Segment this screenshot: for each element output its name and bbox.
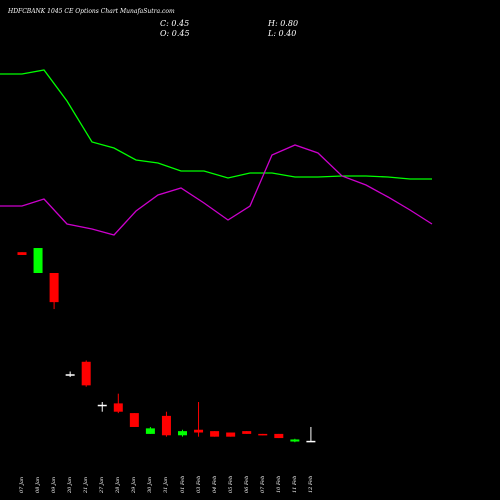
overlay-line-1 (0, 144, 433, 236)
candle-body (113, 403, 123, 412)
overlay-line-0 (0, 69, 432, 180)
x-tick-label: 30 Jan (147, 476, 154, 493)
x-tick-label: 08 Jan (35, 476, 42, 493)
x-tick-label: 31 Jan (163, 476, 170, 493)
candle-body (306, 440, 316, 443)
candle-13 (226, 432, 236, 437)
candle-0 (17, 252, 27, 255)
x-tick-label: 07 Feb (259, 475, 266, 493)
overlay-lines (0, 69, 433, 236)
candle-9 (161, 411, 171, 437)
candle-body (194, 429, 204, 433)
candle-1 (33, 248, 43, 273)
candle-16 (274, 433, 284, 439)
candle-17 (290, 438, 300, 443)
candle-body (129, 413, 139, 427)
x-tick-label: 09 Jan (51, 476, 58, 493)
candle-14 (242, 431, 252, 434)
candle-body (274, 433, 284, 439)
candle-7 (129, 413, 139, 427)
candle-body (226, 432, 236, 437)
x-tick-label: 05 Feb (227, 475, 234, 493)
x-tick-label: 06 Feb (243, 475, 250, 493)
chart-title: HDFCBANK 1045 CE Options Chart MunafaSut… (8, 8, 175, 15)
candle-12 (210, 431, 220, 437)
candle-body (33, 248, 43, 273)
candle-body (242, 431, 252, 434)
candles (17, 248, 316, 443)
high-value: H: 0.80 (268, 19, 299, 28)
candle-body (81, 361, 91, 386)
candle-body (161, 415, 171, 436)
candle-8 (145, 426, 155, 434)
candle-10 (178, 429, 187, 437)
x-tick-label: 12 Feb (307, 475, 314, 493)
candle-body (210, 431, 220, 437)
x-tick-label: 29 Jan (131, 476, 138, 493)
candle-3 (65, 371, 75, 378)
candle-body (49, 273, 59, 303)
x-tick-label: 03 Feb (195, 475, 202, 493)
x-tick-label: 20 Jan (67, 476, 74, 493)
candle-body (258, 433, 268, 436)
candle-body (17, 252, 27, 255)
candle-body (145, 428, 155, 434)
candle-15 (258, 433, 268, 436)
candle-body (97, 404, 107, 407)
candle-body (290, 439, 300, 442)
x-tick-label: 27 Jan (99, 476, 106, 493)
x-tick-label: 11 Feb (291, 475, 298, 493)
candle-11 (194, 402, 204, 437)
x-tick-label: 07 Jan (19, 476, 25, 493)
candle-body (65, 374, 75, 376)
x-tick-label: 10 Feb (275, 475, 282, 493)
x-tick-label: 28 Jan (115, 476, 122, 493)
x-tick-label: 04 Feb (211, 475, 218, 493)
low-value: L: 0.40 (268, 29, 297, 38)
candle-2 (49, 273, 59, 310)
x-tick-label: 21 Jan (83, 476, 90, 493)
candle-5 (97, 402, 107, 412)
close-value: C: 0.45 (160, 19, 190, 28)
open-value: O: 0.45 (160, 29, 190, 38)
candle-18 (306, 426, 316, 443)
candle-6 (113, 393, 123, 414)
candle-4 (81, 360, 91, 387)
x-tick-label: 01 Feb (179, 475, 186, 493)
candle-body (178, 431, 187, 436)
